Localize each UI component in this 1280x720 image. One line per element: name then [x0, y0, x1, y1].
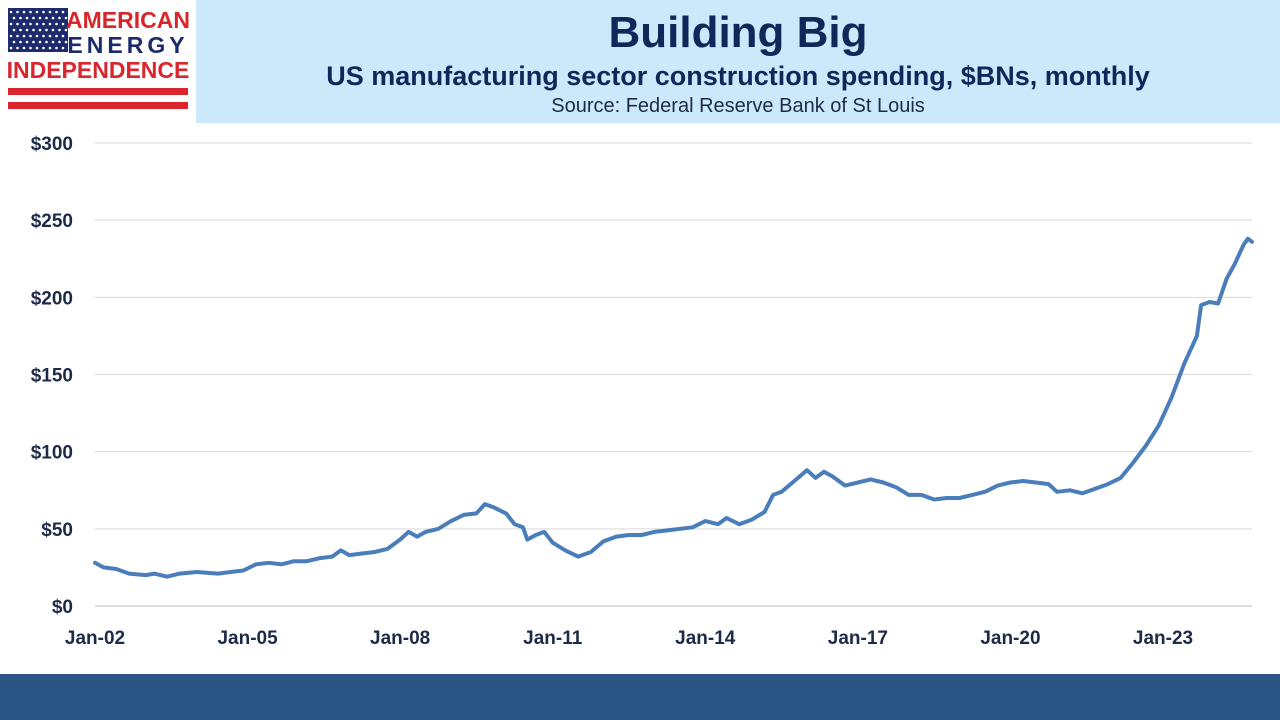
footer-band	[0, 674, 1280, 720]
y-tick-label: $150	[31, 366, 73, 387]
series-layer	[93, 236, 1254, 579]
chart-source: Source: Federal Reserve Bank of St Louis	[551, 95, 925, 117]
logo-stripe-bottom	[8, 102, 188, 109]
x-axis-tick-labels: Jan-02 Jan-05 Jan-08 Jan-11 Jan-14 Jan-17 Jan-…	[65, 628, 1193, 649]
x-tick-label: Jan-23	[1133, 628, 1193, 649]
flag-icon	[8, 8, 68, 52]
brand-line-1: AMERICAN	[66, 7, 190, 33]
series-line	[93, 236, 1254, 579]
y-tick-label: $300	[31, 134, 73, 155]
y-tick-label: $200	[31, 288, 73, 309]
gridlines	[95, 142, 1252, 607]
x-tick-label: Jan-05	[217, 628, 278, 649]
brand-logo: AMERICAN ENERGY INDEPENDENCE	[0, 0, 196, 122]
y-axis-tick-labels: $0 $50 $100 $150 $200 $250 $300	[31, 134, 73, 618]
y-tick-label: $100	[31, 443, 73, 464]
x-tick-label: Jan-14	[675, 628, 736, 649]
brand-line-2: ENERGY	[67, 32, 188, 58]
brand-line-3: INDEPENDENCE	[7, 57, 190, 83]
chart-subtitle: US manufacturing sector construction spe…	[326, 61, 1150, 91]
x-tick-label: Jan-20	[980, 628, 1040, 649]
y-tick-label: $250	[31, 211, 73, 232]
y-tick-label: $50	[41, 520, 73, 541]
x-tick-label: Jan-11	[523, 628, 583, 649]
x-tick-label: Jan-17	[828, 628, 888, 649]
x-tick-label: Jan-02	[65, 628, 125, 649]
y-tick-label: $0	[52, 597, 73, 618]
chart-title: Building Big	[608, 8, 868, 57]
brand-logo-graphic: AMERICAN ENERGY INDEPENDENCE	[7, 7, 190, 109]
line-chart: $0$50$100$150$200$250$300 Jan-02 Jan-05 Ja…	[31, 134, 1254, 649]
logo-stripe-top	[8, 88, 188, 95]
x-tick-label: Jan-08	[370, 628, 430, 649]
header-band: Building Big US manufacturing sector con…	[196, 0, 1280, 123]
